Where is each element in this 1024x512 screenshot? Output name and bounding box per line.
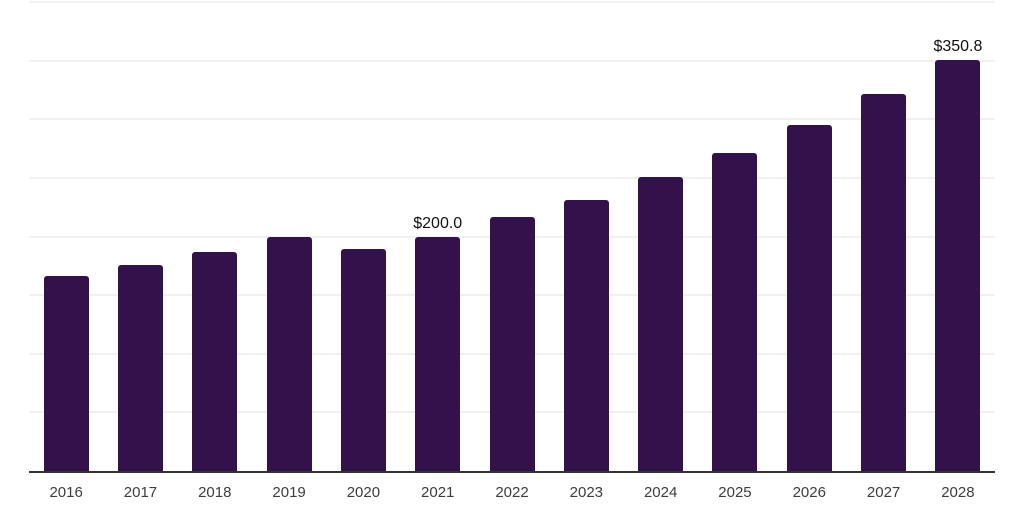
- bar-slot-2022: [475, 0, 549, 471]
- gridline-300: [29, 118, 995, 121]
- x-tick-label-2021: 2021: [421, 484, 455, 501]
- bar-slot-2023: [549, 0, 623, 471]
- bar-2025: [712, 152, 758, 471]
- bar-2016: [43, 275, 89, 471]
- bar-slot-2026: [772, 0, 846, 471]
- x-tick-label-2020: 2020: [346, 484, 381, 501]
- x-tick-label-2018: 2018: [198, 484, 232, 501]
- bar-2024: [638, 176, 684, 471]
- bar-2028: [935, 59, 981, 471]
- bar-2018: [192, 252, 238, 471]
- x-tick-label-2024: 2024: [643, 484, 678, 501]
- gridline-400: [29, 1, 995, 4]
- x-tick-label-2025: 2025: [718, 484, 752, 501]
- x-tick-label-2026: 2026: [792, 484, 826, 501]
- bar-2021: [415, 236, 461, 471]
- plot-area: $200.0 $350.8: [29, 0, 995, 471]
- bar-slot-2024: [624, 0, 698, 471]
- bar-slot-2017: [103, 0, 177, 471]
- x-axis-line: [29, 471, 995, 473]
- x-axis-labels: 2016 2017 2018 2019 2020 2021 2022 2023 2024 2025…: [29, 484, 995, 501]
- bar-slot-2018: [178, 0, 252, 471]
- bar-slot-2027: [846, 0, 920, 471]
- bar-2026: [786, 125, 832, 471]
- x-tick-label-2022: 2022: [495, 484, 529, 501]
- x-tick-label-2017: 2017: [123, 484, 158, 501]
- bar-slot-2020: [326, 0, 400, 471]
- bars-row: $200.0 $350.8: [29, 0, 995, 471]
- bar-2023: [563, 199, 609, 471]
- data-label-2021: $200.0: [413, 214, 463, 232]
- x-tick-label-2016: 2016: [49, 484, 83, 501]
- bar-2017: [117, 264, 163, 471]
- x-tick-label-2023: 2023: [569, 484, 604, 501]
- bar-slot-2028: $350.8: [921, 0, 995, 471]
- x-tick-label-2028: 2028: [941, 484, 975, 501]
- bar-2020: [340, 249, 386, 471]
- gridline-350: [29, 59, 995, 62]
- bar-slot-2016: [29, 0, 103, 471]
- bar-slot-2019: [252, 0, 326, 471]
- bar-2019: [266, 237, 312, 471]
- bar-slot-2021: $200.0: [401, 0, 475, 471]
- data-label-2028: $350.8: [933, 37, 983, 55]
- bar-slot-2025: [698, 0, 772, 471]
- gridline-250: [29, 177, 995, 179]
- bar-2027: [861, 94, 907, 471]
- bar-2022: [489, 216, 535, 471]
- x-tick-label-2027: 2027: [866, 484, 901, 501]
- x-tick-label-2019: 2019: [272, 484, 306, 501]
